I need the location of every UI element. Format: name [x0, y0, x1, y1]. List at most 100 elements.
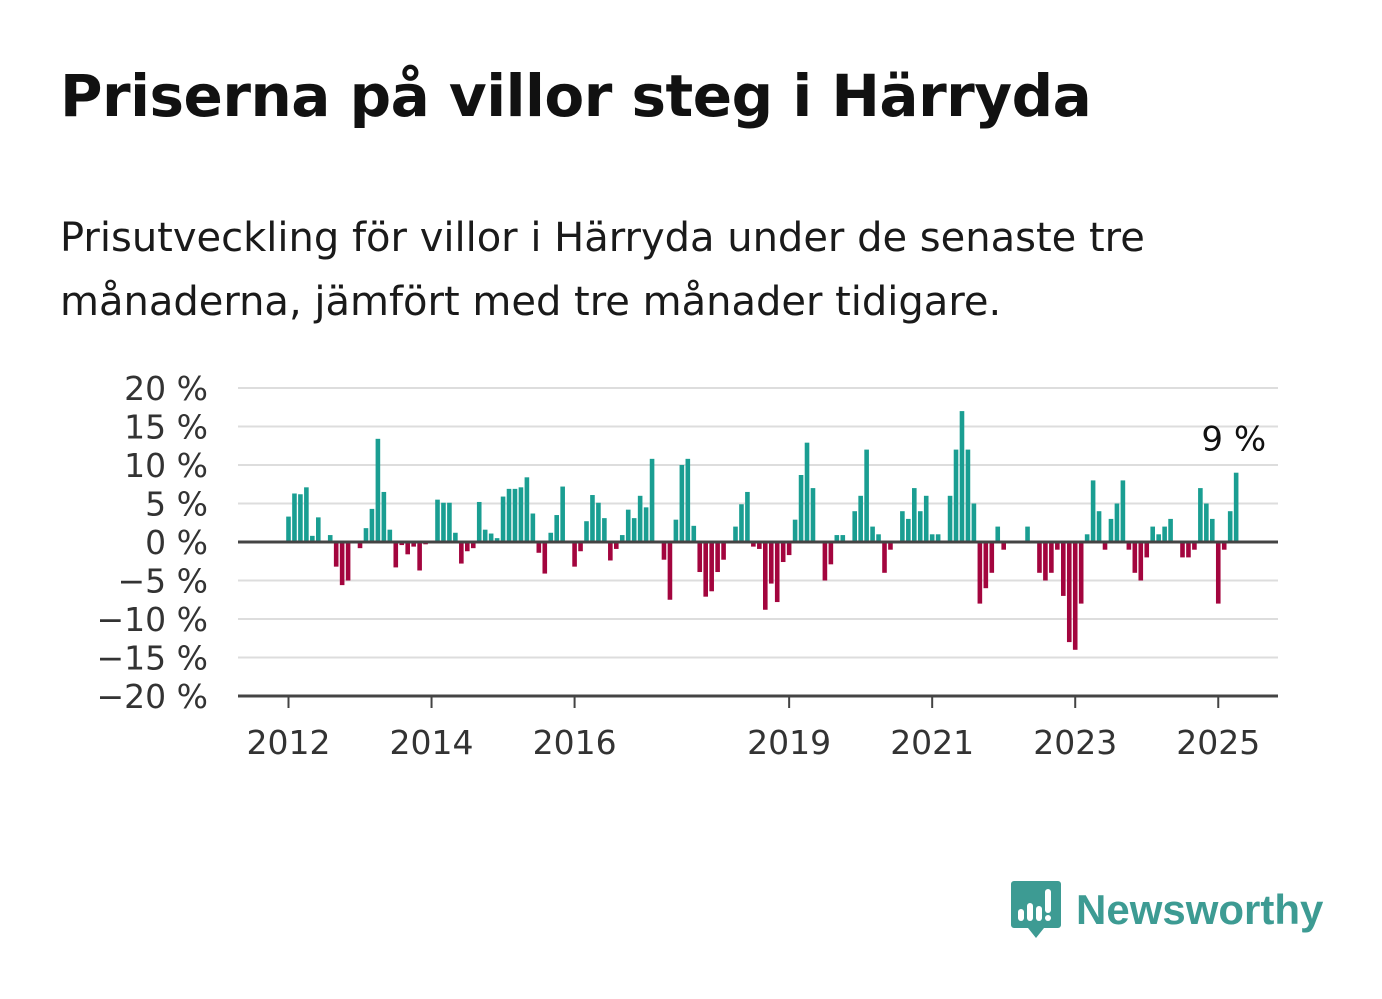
bar: [959, 411, 965, 542]
bar: [339, 542, 345, 586]
bar: [482, 529, 488, 542]
bar: [882, 542, 887, 573]
bar: [900, 511, 905, 542]
bar: [923, 495, 929, 542]
bar: [673, 519, 679, 542]
bar: [715, 542, 720, 573]
bar: [1150, 526, 1155, 542]
newsworthy-logo-icon: [1011, 881, 1061, 938]
bar: [292, 493, 297, 542]
y-tick-label: 5 %: [145, 485, 208, 524]
bar: [876, 534, 881, 542]
annotations: 9 %: [1201, 420, 1266, 460]
bar: [470, 542, 476, 549]
bar: [399, 542, 405, 546]
bar: [1108, 518, 1114, 542]
bar: [852, 511, 857, 542]
bar: [1090, 480, 1096, 542]
bar: [393, 542, 399, 568]
bar: [739, 504, 744, 542]
x-tick-label: 2023: [1033, 723, 1117, 762]
bar: [369, 508, 375, 542]
bar: [465, 542, 470, 552]
axes: [238, 540, 1278, 708]
bar: [578, 542, 583, 552]
bar: [757, 542, 762, 549]
bar: [530, 513, 536, 542]
bar: [679, 465, 685, 542]
bar: [709, 542, 714, 592]
bar: [685, 458, 691, 542]
bar: [554, 515, 559, 542]
bar: [1126, 542, 1132, 550]
bar: [804, 442, 810, 542]
y-tick-label: −5 %: [118, 562, 209, 601]
bar: [697, 542, 703, 573]
bar: [983, 542, 989, 589]
bar: [1025, 526, 1030, 542]
y-tick-label: −15 %: [97, 639, 209, 678]
bar: [572, 542, 577, 567]
bar: [387, 529, 393, 542]
bars: [286, 411, 1239, 650]
bar: [614, 542, 619, 549]
bar: [590, 495, 595, 542]
bar: [459, 542, 464, 564]
bar: [584, 521, 589, 542]
bar: [971, 503, 977, 542]
bar: [637, 495, 643, 542]
bar: [763, 542, 768, 610]
x-axis-labels: 2012 2014 2016 2019 2021 2023 2025: [247, 723, 1261, 762]
bar: [310, 535, 315, 542]
bar: [1180, 542, 1185, 558]
y-tick-label: 15 %: [124, 408, 208, 447]
bar: [536, 542, 542, 553]
bar: [661, 542, 667, 560]
bar: [792, 519, 798, 542]
bar: [1072, 542, 1078, 650]
newsworthy-brand: Newsworthy: [1010, 878, 1323, 942]
bar: [965, 449, 971, 542]
bar: [363, 528, 369, 542]
bar: [1037, 542, 1042, 573]
bar: [316, 517, 321, 542]
bar: [441, 502, 446, 542]
bar: [357, 542, 363, 549]
bar: [1198, 488, 1203, 542]
bar: [1066, 542, 1072, 643]
bar: [298, 494, 303, 542]
last-value-label: 9 %: [1201, 420, 1266, 460]
bar: [1144, 542, 1150, 558]
bar: [488, 533, 494, 542]
bar: [703, 542, 708, 597]
y-tick-label: −10 %: [97, 600, 209, 639]
bar: [822, 542, 828, 581]
bar: [405, 542, 410, 555]
bar: [417, 542, 422, 571]
bar: [1061, 542, 1066, 596]
bar: [751, 542, 756, 547]
bar: [518, 487, 524, 542]
bar: [649, 458, 655, 542]
bar: [912, 488, 917, 542]
y-tick-label: 10 %: [124, 446, 208, 485]
bar: [542, 542, 548, 574]
bar: [1186, 542, 1191, 558]
bar: [345, 542, 351, 581]
bar: [1162, 526, 1167, 542]
y-tick-label: −20 %: [97, 677, 209, 716]
x-tick-label: 2019: [747, 723, 831, 762]
bar: [840, 535, 846, 542]
bar: [1227, 511, 1233, 542]
bar: [453, 532, 458, 542]
x-tick-label: 2021: [890, 723, 974, 762]
bar: [834, 535, 840, 542]
bar: [619, 535, 625, 542]
bar: [1049, 542, 1054, 573]
bar: [286, 516, 291, 542]
x-tick-label: 2025: [1176, 723, 1260, 762]
bar: [506, 488, 512, 542]
bar: [995, 526, 1001, 542]
bar: [935, 534, 941, 542]
bar: [947, 495, 953, 542]
